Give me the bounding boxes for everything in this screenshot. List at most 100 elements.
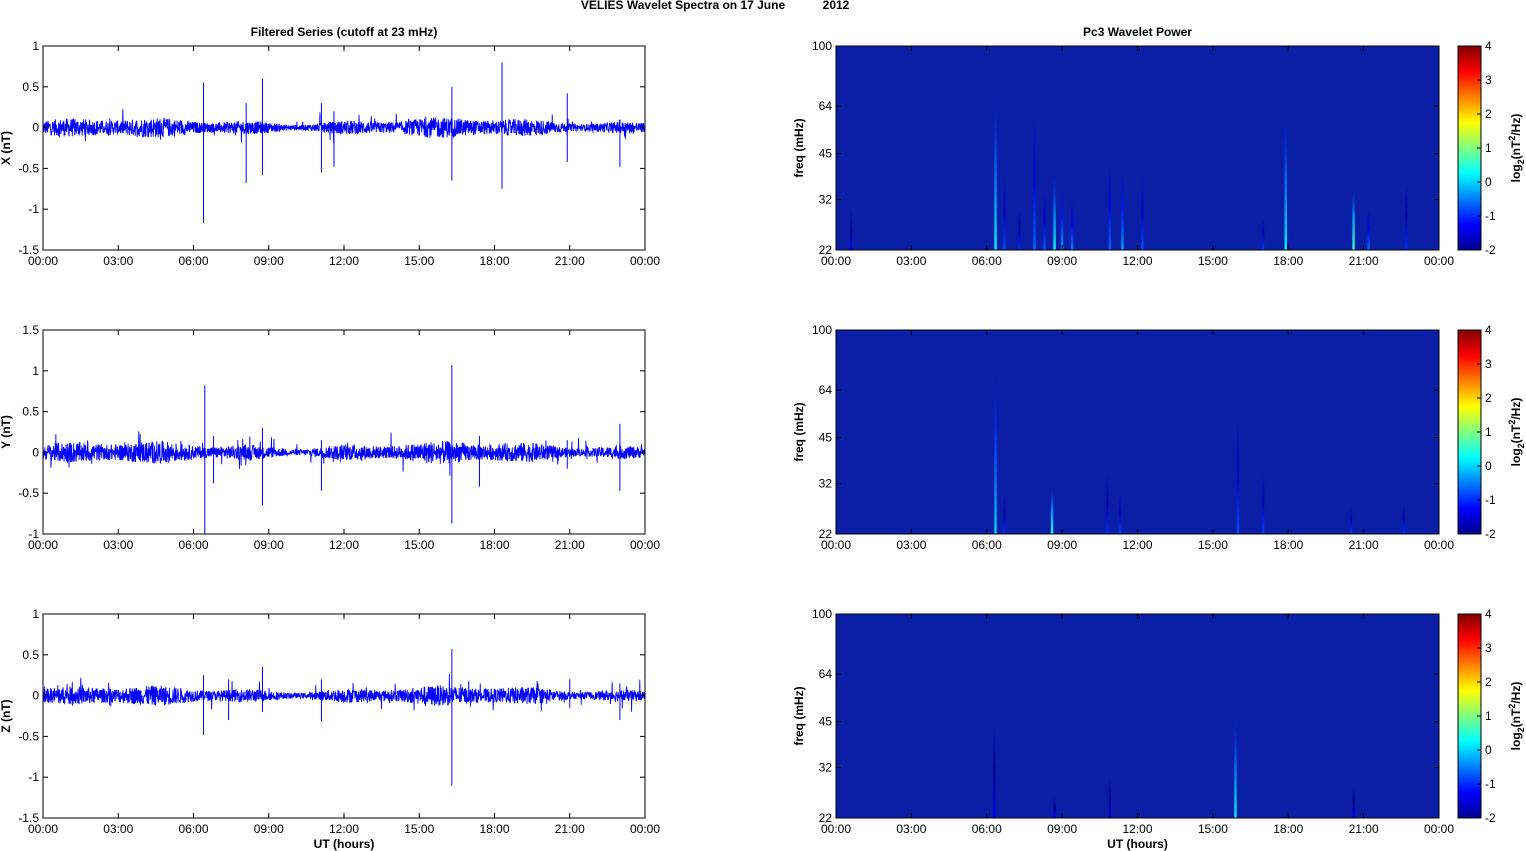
x-tick-label: 09:00: [1047, 254, 1077, 268]
colorbar-label-part: 2: [1507, 420, 1517, 425]
y-tick-label: -1: [28, 202, 39, 216]
wavelet-power-streak: [1349, 506, 1353, 534]
colorbar-tick-label: 2: [1485, 391, 1492, 405]
x-tick-label: 00:00: [1424, 254, 1454, 268]
x-tick-label: 00:00: [821, 538, 851, 552]
y-tick-label: 100: [812, 323, 832, 337]
y-tick-label: 0.5: [22, 405, 39, 419]
y-tick-label: 32: [819, 477, 833, 491]
plot-frame: [42, 329, 646, 535]
y-tick-label: 1: [32, 607, 39, 621]
wavelet-power-streak: [1402, 501, 1406, 534]
wavelet-power-streak: [1234, 707, 1237, 818]
wavelet-power-streak: [1118, 492, 1122, 534]
wavelet-power-streak: [1053, 169, 1056, 250]
spectrogram-background: [836, 330, 1439, 534]
wavelet-power-streak: [1043, 191, 1046, 250]
wavelet-power-streak: [1261, 467, 1265, 534]
y-tick-label: -1.5: [18, 243, 39, 257]
wavelet-power-streak: [1352, 785, 1355, 818]
y-tick-label: 32: [819, 761, 833, 775]
x-tick-label: 00:00: [28, 538, 58, 552]
colorbar-label: log2(nT2/Hz): [1507, 682, 1526, 751]
y-tick-label: 45: [819, 147, 833, 161]
x-tick-label: 21:00: [555, 538, 585, 552]
y-tick-label: -0.5: [18, 161, 39, 175]
series-line: [43, 673, 645, 712]
colorbar-label-part: /Hz): [1509, 398, 1523, 420]
x-tick-label: 15:00: [404, 822, 434, 836]
x-tick-label: 21:00: [1349, 538, 1379, 552]
x-axis-label: UT (hours): [1107, 837, 1168, 851]
colorbar-tick-label: 4: [1485, 607, 1492, 621]
y-tick-label: 1.5: [22, 323, 39, 337]
x-tick-label: 06:00: [178, 254, 208, 268]
x-tick-label: 12:00: [329, 538, 359, 552]
wavelet-power-streak: [1352, 183, 1355, 250]
colorbar-tick-label: 3: [1485, 357, 1492, 371]
x-tick-label: 00:00: [1424, 538, 1454, 552]
wavelet-power-streak: [1050, 483, 1054, 534]
y-tick-label: 22: [819, 243, 833, 257]
x-tick-label: 15:00: [1198, 254, 1228, 268]
wavelet-power-streak: [1261, 217, 1265, 250]
x-tick-label: 03:00: [896, 538, 926, 552]
wavelet-power-streak: [1405, 179, 1408, 250]
x-tick-label: 18:00: [479, 538, 509, 552]
y-tick-label: 0: [32, 445, 39, 459]
y-tick-label: 1: [32, 364, 39, 378]
colorbar-tick-label: 0: [1485, 459, 1492, 473]
x-tick-label: 06:00: [178, 822, 208, 836]
x-tick-label: 12:00: [329, 822, 359, 836]
colorbar-tick-label: 3: [1485, 73, 1492, 87]
x-tick-label: 12:00: [1122, 822, 1152, 836]
colorbar-label-part: log: [1509, 448, 1523, 466]
wavelet-power-streak: [849, 208, 853, 250]
colorbar-tick-label: 2: [1485, 675, 1492, 689]
y-tick-label: 64: [819, 383, 833, 397]
y-axis-label: freq (mHz): [792, 118, 806, 177]
colorbar-label-part: (nT: [1509, 424, 1523, 443]
spectrogram-background: [836, 46, 1439, 250]
colorbar-tick-label: 1: [1485, 425, 1492, 439]
wavelet-power-streak: [1108, 776, 1112, 818]
series-panel-0: -1.5 -1 -0.5 0 0.5 1 X (nT) 00:00 03:00 06:00 09:0…: [0, 25, 660, 268]
figure-title: VELIES Wavelet Spectra on 17 June: [581, 0, 786, 12]
x-tick-label: 09:00: [254, 254, 284, 268]
colorbar-label-part: (nT: [1509, 708, 1523, 727]
colorbar-label-part: 2: [1516, 443, 1526, 448]
colorbar-tick-label: 1: [1485, 709, 1492, 723]
colorbar-label-part: 2: [1516, 727, 1526, 732]
colorbar-label: log2(nT2/Hz): [1507, 114, 1526, 183]
wavelet-power-streak: [1141, 176, 1144, 250]
x-tick-label: 00:00: [28, 822, 58, 836]
x-tick-label: 00:00: [28, 254, 58, 268]
x-tick-label: 12:00: [329, 254, 359, 268]
y-tick-label: 100: [812, 607, 832, 621]
colorbar-tick-label: 4: [1485, 39, 1492, 53]
x-tick-label: 00:00: [821, 822, 851, 836]
wavelet-power-streak: [1018, 208, 1021, 250]
x-tick-label: 18:00: [1273, 822, 1303, 836]
spectrogram-background: [836, 614, 1439, 818]
plot-frame: [42, 45, 646, 251]
series-panel-1: -1 -0.5 0 0.5 1 1.5 Y (nT) 00:00 03:00 06:00 09:00…: [0, 323, 660, 552]
y-tick-label: -0.5: [18, 729, 39, 743]
y-tick-label: -1.5: [18, 811, 39, 825]
x-tick-label: 03:00: [896, 822, 926, 836]
wavelet-power-streak: [993, 721, 996, 818]
x-tick-label: 06:00: [178, 538, 208, 552]
y-axis-label: freq (mHz): [792, 686, 806, 745]
x-tick-label: 00:00: [630, 254, 660, 268]
x-tick-label: 03:00: [896, 254, 926, 268]
colorbar-label-part: 2: [1507, 136, 1517, 141]
x-tick-label: 21:00: [1349, 254, 1379, 268]
y-tick-label: 0.5: [22, 648, 39, 662]
x-tick-label: 12:00: [1122, 538, 1152, 552]
colorbar-tick-label: 0: [1485, 175, 1492, 189]
wavelet-power-streak: [1284, 104, 1287, 250]
y-axis-label: freq (mHz): [792, 402, 806, 461]
wavelet-power-streak: [1367, 208, 1370, 250]
